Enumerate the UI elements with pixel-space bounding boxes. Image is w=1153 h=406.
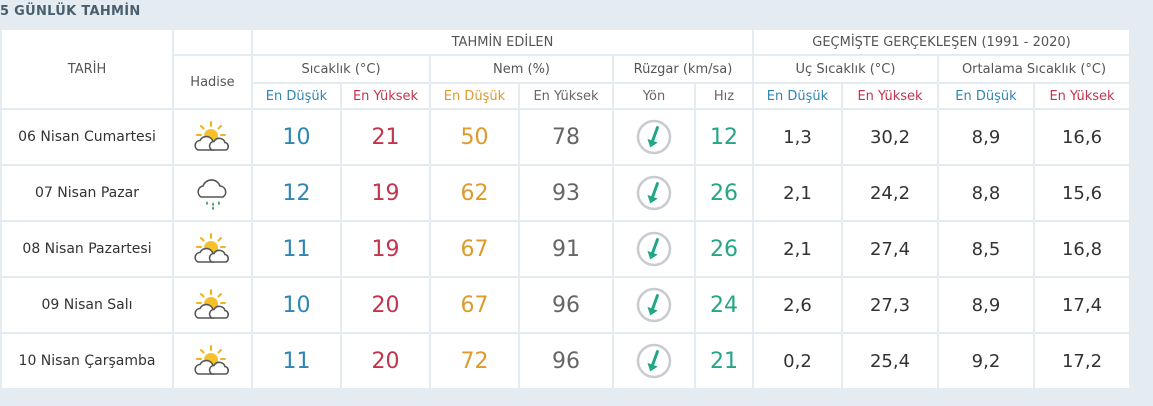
weather-icon-cell (174, 110, 251, 164)
humidity-min-value: 67 (431, 278, 518, 332)
partly-cloudy-icon (174, 287, 251, 323)
wind-direction-header: Yön (614, 84, 694, 108)
forecast-row: 10 Nisan Çarşamba 11 20 72 96 21 0,2 25,4 9,2 17,… (2, 334, 1129, 388)
wind-speed-value: 21 (696, 334, 752, 388)
temp-max-value: 20 (342, 278, 429, 332)
header-spacer (174, 30, 251, 54)
humidity-max-value: 91 (520, 222, 612, 276)
extreme-max-value: 27,4 (843, 222, 937, 276)
wind-direction-icon (614, 342, 694, 380)
wind-direction-cell (614, 222, 694, 276)
wind-speed-value: 26 (696, 222, 752, 276)
extreme-min-header: En Düşük (754, 84, 841, 108)
temp-min-value: 11 (253, 334, 340, 388)
weather-icon-cell (174, 166, 251, 220)
extreme-max-header: En Yüksek (843, 84, 937, 108)
wind-direction-cell (614, 334, 694, 388)
wind-direction-cell (614, 166, 694, 220)
rain-cloud-icon (174, 175, 251, 211)
temp-max-value: 19 (342, 166, 429, 220)
extreme-max-value: 25,4 (843, 334, 937, 388)
temp-min-header: En Düşük (253, 84, 340, 108)
history-group-header: GEÇMİŞTE GERÇEKLEŞEN (1991 - 2020) (754, 30, 1129, 54)
extreme-min-value: 0,2 (754, 334, 841, 388)
partly-cloudy-icon (174, 343, 251, 379)
day-date: 08 Nisan Pazartesi (2, 222, 172, 276)
avg-max-value: 17,2 (1035, 334, 1129, 388)
avg-max-value: 15,6 (1035, 166, 1129, 220)
extreme-max-value: 24,2 (843, 166, 937, 220)
temp-min-value: 11 (253, 222, 340, 276)
forecast-row: 06 Nisan Cumartesi 10 21 50 78 12 1,3 30,2 8,9 16… (2, 110, 1129, 164)
avg-max-header: En Yüksek (1035, 84, 1129, 108)
wind-speed-value: 12 (696, 110, 752, 164)
weather-icon-cell (174, 278, 251, 332)
extreme-max-value: 30,2 (843, 110, 937, 164)
day-date: 07 Nisan Pazar (2, 166, 172, 220)
humidity-max-value: 96 (520, 278, 612, 332)
extreme-min-value: 2,6 (754, 278, 841, 332)
wind-direction-icon (614, 230, 694, 268)
temp-max-value: 21 (342, 110, 429, 164)
wind-speed-value: 24 (696, 278, 752, 332)
humidity-max-header: En Yüksek (520, 84, 612, 108)
temp-max-value: 19 (342, 222, 429, 276)
extreme-max-value: 27,3 (843, 278, 937, 332)
avg-min-value: 9,2 (939, 334, 1033, 388)
avg-max-value: 16,8 (1035, 222, 1129, 276)
forecast-table: TARİH TAHMİN EDİLEN GEÇMİŞTE GERÇEKLEŞEN… (0, 28, 1131, 390)
avg-min-value: 8,9 (939, 110, 1033, 164)
forecast-group-header: TAHMİN EDİLEN (253, 30, 752, 54)
extreme-temp-group-header: Uç Sıcaklık (°C) (754, 56, 937, 82)
wind-speed-header: Hız (696, 84, 752, 108)
wind-direction-icon (614, 286, 694, 324)
forecast-row: 09 Nisan Salı 10 20 67 96 24 2,6 27,3 8,9 17,4 (2, 278, 1129, 332)
avg-min-header: En Düşük (939, 84, 1033, 108)
humidity-max-value: 93 (520, 166, 612, 220)
wind-direction-cell (614, 278, 694, 332)
temp-max-header: En Yüksek (342, 84, 429, 108)
temp-min-value: 10 (253, 110, 340, 164)
extreme-min-value: 2,1 (754, 222, 841, 276)
wind-speed-value: 26 (696, 166, 752, 220)
avg-temp-group-header: Ortalama Sıcaklık (°C) (939, 56, 1129, 82)
humidity-min-value: 67 (431, 222, 518, 276)
avg-min-value: 8,8 (939, 166, 1033, 220)
day-date: 09 Nisan Salı (2, 278, 172, 332)
partly-cloudy-icon (174, 231, 251, 267)
forecast-row: 08 Nisan Pazartesi 11 19 67 91 26 2,1 27,4 8,5 16… (2, 222, 1129, 276)
humidity-min-value: 50 (431, 110, 518, 164)
extreme-min-value: 2,1 (754, 166, 841, 220)
avg-min-value: 8,5 (939, 222, 1033, 276)
avg-min-value: 8,9 (939, 278, 1033, 332)
forecast-row: 07 Nisan Pazar 12 19 62 93 26 2,1 24,2 8,8 15,6 (2, 166, 1129, 220)
day-date: 10 Nisan Çarşamba (2, 334, 172, 388)
extreme-min-value: 1,3 (754, 110, 841, 164)
temp-max-value: 20 (342, 334, 429, 388)
wind-direction-icon (614, 118, 694, 156)
temp-min-value: 12 (253, 166, 340, 220)
humidity-min-value: 72 (431, 334, 518, 388)
wind-direction-cell (614, 110, 694, 164)
date-column-header: TARİH (2, 30, 172, 108)
wind-group-header: Rüzgar (km/sa) (614, 56, 752, 82)
weather-icon-cell (174, 334, 251, 388)
page-title: 5 GÜNLÜK TAHMİN (0, 4, 141, 19)
avg-max-value: 17,4 (1035, 278, 1129, 332)
humidity-min-header: En Düşük (431, 84, 518, 108)
partly-cloudy-icon (174, 119, 251, 155)
humidity-max-value: 96 (520, 334, 612, 388)
humidity-group-header: Nem (%) (431, 56, 612, 82)
humidity-min-value: 62 (431, 166, 518, 220)
temp-min-value: 10 (253, 278, 340, 332)
wind-direction-icon (614, 174, 694, 212)
hadise-column-header: Hadise (174, 56, 251, 108)
temp-group-header: Sıcaklık (°C) (253, 56, 429, 82)
weather-icon-cell (174, 222, 251, 276)
avg-max-value: 16,6 (1035, 110, 1129, 164)
humidity-max-value: 78 (520, 110, 612, 164)
day-date: 06 Nisan Cumartesi (2, 110, 172, 164)
